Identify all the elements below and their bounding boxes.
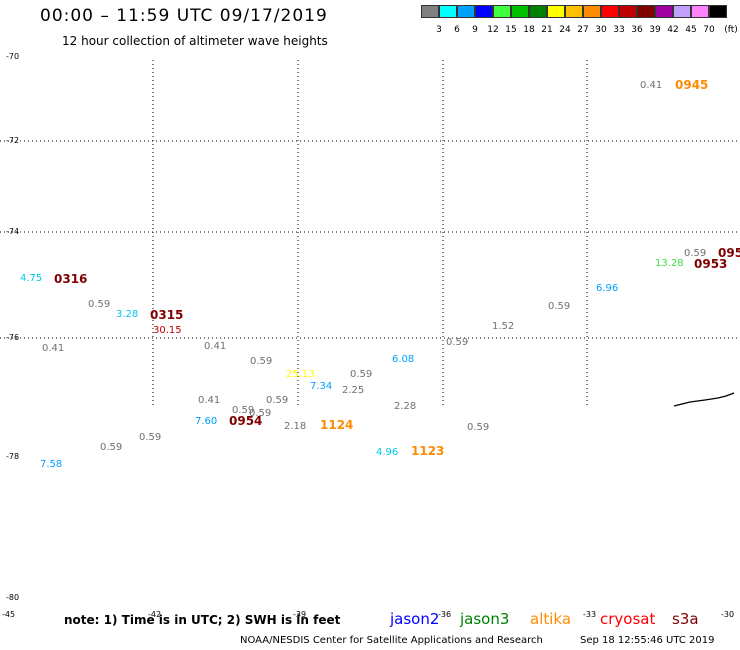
pass-time-label: 095 xyxy=(718,246,740,260)
color-scale-swatch xyxy=(421,5,439,18)
color-scale-label: 21 xyxy=(541,25,553,35)
color-scale-label: 33 xyxy=(613,25,625,35)
satellite-legend-cryosat: cryosat xyxy=(600,610,656,628)
color-scale-label: 30 xyxy=(595,25,607,35)
color-scale-swatch xyxy=(601,5,619,18)
satellite-legend-s3a: s3a xyxy=(672,610,699,628)
lon-label: -33 xyxy=(583,610,597,619)
color-scale-label: 39 xyxy=(649,25,661,35)
color-scale-swatch xyxy=(493,5,511,18)
wave-height-value: 0.59 xyxy=(266,395,289,406)
footer-credit: NOAA/NESDIS Center for Satellite Applica… xyxy=(240,635,543,646)
color-scale-label: 15 xyxy=(505,25,517,35)
wave-height-value: 0.59 xyxy=(548,301,571,312)
pass-time-label: 0315 xyxy=(150,308,184,322)
wave-height-value: 0.41 xyxy=(42,343,65,354)
footer-note: note: 1) Time is in UTC; 2) SWH is in fe… xyxy=(64,613,341,627)
gridlines xyxy=(0,60,740,408)
lat-label: -78 xyxy=(6,452,20,461)
color-scale-label: 42 xyxy=(667,25,679,35)
color-scale-swatch xyxy=(565,5,583,18)
color-scale-swatch xyxy=(619,5,637,18)
pass-time-label: 0954 xyxy=(229,414,263,428)
map-subtitle: 12 hour collection of altimeter wave hei… xyxy=(62,34,328,48)
satellite-legend-altika: altika xyxy=(530,610,572,628)
wave-height-value: 3.28 xyxy=(116,309,139,320)
color-scale-swatch xyxy=(637,5,655,18)
wave-height-value: 0.59 xyxy=(684,248,707,259)
color-scale-label: 3 xyxy=(436,25,442,35)
wave-height-value: 0.41 xyxy=(204,341,227,352)
wave-height-value: 0.59 xyxy=(249,408,272,419)
wave-height-value: 7.58 xyxy=(40,459,63,470)
lon-label: -45 xyxy=(2,610,16,619)
satellite-legend-jason2: jason2 xyxy=(390,610,440,628)
color-scale-swatch xyxy=(655,5,673,18)
wave-height-value: 2.18 xyxy=(284,421,307,432)
lat-label: -74 xyxy=(6,227,20,236)
wave-height-value: 0.59 xyxy=(250,356,273,367)
wave-height-value: 0.41 xyxy=(640,80,663,91)
color-scale-swatch xyxy=(529,5,547,18)
wave-height-value: 2.25 xyxy=(342,385,365,396)
wave-height-value: 0.59 xyxy=(467,422,490,433)
wave-height-value: 6.08 xyxy=(392,354,415,365)
wave-height-value: 4.75 xyxy=(20,273,43,284)
wave-height-value: 13.28 xyxy=(655,258,684,269)
color-scale-swatch xyxy=(673,5,691,18)
color-scale-label: 9 xyxy=(472,25,478,35)
pass-time-label: 1123 xyxy=(411,444,445,458)
pass-time-label: 0316 xyxy=(54,272,88,286)
lat-label: -76 xyxy=(6,333,20,342)
color-scale-swatch xyxy=(439,5,457,18)
color-scale-swatch xyxy=(691,5,709,18)
wave-height-value: 0.59 xyxy=(350,369,373,380)
lat-label: -72 xyxy=(6,136,20,145)
lat-label: -80 xyxy=(6,593,20,602)
coastline xyxy=(673,392,735,407)
footer-timestamp: Sep 18 12:55:46 UTC 2019 xyxy=(580,635,715,646)
color-scale-swatch xyxy=(709,5,727,18)
wave-height-value: 7.60 xyxy=(195,416,218,427)
color-scale-swatch xyxy=(457,5,475,18)
color-scale-swatch xyxy=(475,5,493,18)
color-scale-label: 6 xyxy=(454,25,460,35)
wave-height-value: 1.52 xyxy=(492,321,515,332)
color-scale-swatch xyxy=(583,5,601,18)
color-scale-label: 27 xyxy=(577,25,589,35)
wave-height-value: 4.96 xyxy=(376,447,399,458)
wave-height-value: 0.59 xyxy=(232,405,255,416)
lon-label: -39 xyxy=(293,610,307,619)
lon-label: -30 xyxy=(721,610,735,619)
color-scale-label: 12 xyxy=(487,25,499,35)
wave-height-value: 0.41 xyxy=(198,395,221,406)
wave-height-value: 2.28 xyxy=(394,401,417,412)
wave-height-value: 7.34 xyxy=(310,381,333,392)
pass-time-label: 0953 xyxy=(694,257,728,271)
color-scale-label: 70 xyxy=(703,25,715,35)
satellite-legend-jason3: jason3 xyxy=(460,610,510,628)
lon-label: -42 xyxy=(148,610,162,619)
wave-height-value: 0.59 xyxy=(88,299,111,310)
pass-time-label: 1124 xyxy=(320,418,354,432)
color-scale-swatch xyxy=(511,5,529,18)
color-scale-label: 24 xyxy=(559,25,571,35)
pass-time-label: 0945 xyxy=(675,78,709,92)
wave-height-value: 6.96 xyxy=(596,283,619,294)
wave-height-value: 30.15 xyxy=(153,325,182,336)
wave-height-value: 25.13 xyxy=(286,369,315,380)
lon-label: -36 xyxy=(438,610,452,619)
color-scale-label: 18 xyxy=(523,25,535,35)
color-scale-unit: (ft) xyxy=(724,25,738,35)
color-scale-label: 36 xyxy=(631,25,643,35)
color-scale-swatch xyxy=(547,5,565,18)
color-scale-label: 45 xyxy=(685,25,697,35)
lat-label: -70 xyxy=(6,52,20,61)
wave-height-value: 0.59 xyxy=(100,442,123,453)
wave-height-value: 0.59 xyxy=(446,337,469,348)
wave-height-value: 0.59 xyxy=(139,432,162,443)
map-title: 00:00 – 11:59 UTC 09/17/2019 xyxy=(40,6,328,26)
